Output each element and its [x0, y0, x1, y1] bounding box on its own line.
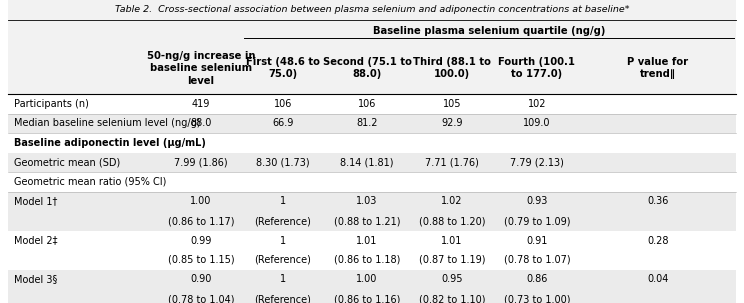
Text: 1: 1 [280, 235, 286, 245]
Text: (0.86 to 1.18): (0.86 to 1.18) [334, 255, 400, 265]
Text: (0.88 to 1.21): (0.88 to 1.21) [334, 216, 400, 226]
Text: 106: 106 [358, 99, 376, 109]
Text: 92.9: 92.9 [441, 118, 463, 128]
Text: (Reference): (Reference) [254, 255, 312, 265]
Text: Geometric mean ratio (95% CI): Geometric mean ratio (95% CI) [14, 177, 167, 187]
Text: 50-ng/g increase in
baseline selenium
level: 50-ng/g increase in baseline selenium le… [147, 51, 255, 86]
Text: 419: 419 [192, 99, 211, 109]
Text: 1: 1 [280, 275, 286, 285]
Text: (0.85 to 1.15): (0.85 to 1.15) [167, 255, 234, 265]
Text: 105: 105 [443, 99, 461, 109]
Bar [8, 114, 736, 133]
Text: 81.2: 81.2 [356, 118, 378, 128]
Text: (0.86 to 1.17): (0.86 to 1.17) [167, 216, 234, 226]
Text: 8.30 (1.73): 8.30 (1.73) [256, 158, 310, 168]
Text: P value for
trend∥: P value for trend∥ [627, 57, 688, 79]
Text: Table 2.  Cross-sectional association between plasma selenium and adiponectin co: Table 2. Cross-sectional association bet… [115, 5, 629, 14]
Text: (0.82 to 1.10): (0.82 to 1.10) [419, 294, 485, 303]
Text: Participants (n): Participants (n) [14, 99, 89, 109]
Text: Second (75.1 to
88.0): Second (75.1 to 88.0) [323, 57, 411, 79]
Text: Median baseline selenium level (ng/g): Median baseline selenium level (ng/g) [14, 118, 200, 128]
Text: Third (88.1 to
100.0): Third (88.1 to 100.0) [413, 57, 491, 79]
Text: 0.99: 0.99 [190, 235, 212, 245]
Text: (Reference): (Reference) [254, 216, 312, 226]
Bar [8, 42, 736, 94]
Text: (0.87 to 1.19): (0.87 to 1.19) [419, 255, 485, 265]
Text: (0.86 to 1.16): (0.86 to 1.16) [334, 294, 400, 303]
Text: 1: 1 [280, 197, 286, 207]
Text: 1.02: 1.02 [441, 197, 463, 207]
Bar [8, 192, 736, 211]
Text: (0.73 to 1.00): (0.73 to 1.00) [504, 294, 570, 303]
Text: 1.00: 1.00 [190, 197, 212, 207]
Text: Model 1†: Model 1† [14, 197, 57, 207]
Text: 7.79 (2.13): 7.79 (2.13) [510, 158, 564, 168]
Text: 0.04: 0.04 [647, 275, 669, 285]
Text: 88.0: 88.0 [190, 118, 212, 128]
Text: 0.36: 0.36 [647, 197, 669, 207]
Text: 7.71 (1.76): 7.71 (1.76) [425, 158, 479, 168]
Text: First (48.6 to
75.0): First (48.6 to 75.0) [246, 57, 320, 79]
Text: 0.91: 0.91 [526, 235, 548, 245]
Text: 0.28: 0.28 [647, 235, 669, 245]
Text: 0.90: 0.90 [190, 275, 212, 285]
Text: 1.01: 1.01 [356, 235, 378, 245]
Text: 8.14 (1.81): 8.14 (1.81) [340, 158, 394, 168]
Text: (0.78 to 1.07): (0.78 to 1.07) [504, 255, 571, 265]
Text: 1.03: 1.03 [356, 197, 378, 207]
Text: (0.78 to 1.04): (0.78 to 1.04) [167, 294, 234, 303]
Text: 106: 106 [274, 99, 292, 109]
Text: (0.79 to 1.09): (0.79 to 1.09) [504, 216, 570, 226]
Text: (0.88 to 1.20): (0.88 to 1.20) [419, 216, 485, 226]
Text: Model 3§: Model 3§ [14, 275, 57, 285]
Text: 109.0: 109.0 [523, 118, 551, 128]
Text: Baseline plasma selenium quartile (ng/g): Baseline plasma selenium quartile (ng/g) [373, 26, 605, 36]
Text: 0.86: 0.86 [526, 275, 548, 285]
Text: 7.99 (1.86): 7.99 (1.86) [174, 158, 228, 168]
Text: Baseline adiponectin level (µg/mL): Baseline adiponectin level (µg/mL) [14, 138, 206, 148]
Text: 0.93: 0.93 [526, 197, 548, 207]
Text: 1.00: 1.00 [356, 275, 378, 285]
Text: Geometric mean (SD): Geometric mean (SD) [14, 158, 121, 168]
Text: 0.95: 0.95 [441, 275, 463, 285]
Text: (Reference): (Reference) [254, 294, 312, 303]
Bar [8, 270, 736, 289]
Bar [8, 153, 736, 172]
Bar [8, 289, 736, 303]
Text: 1.01: 1.01 [441, 235, 463, 245]
Text: 102: 102 [527, 99, 546, 109]
Bar [8, 211, 736, 231]
Text: Model 2‡: Model 2‡ [14, 235, 57, 245]
Bar [8, 0, 736, 20]
Text: 66.9: 66.9 [272, 118, 294, 128]
Bar [8, 20, 736, 42]
Text: Fourth (100.1
to 177.0): Fourth (100.1 to 177.0) [498, 57, 576, 79]
